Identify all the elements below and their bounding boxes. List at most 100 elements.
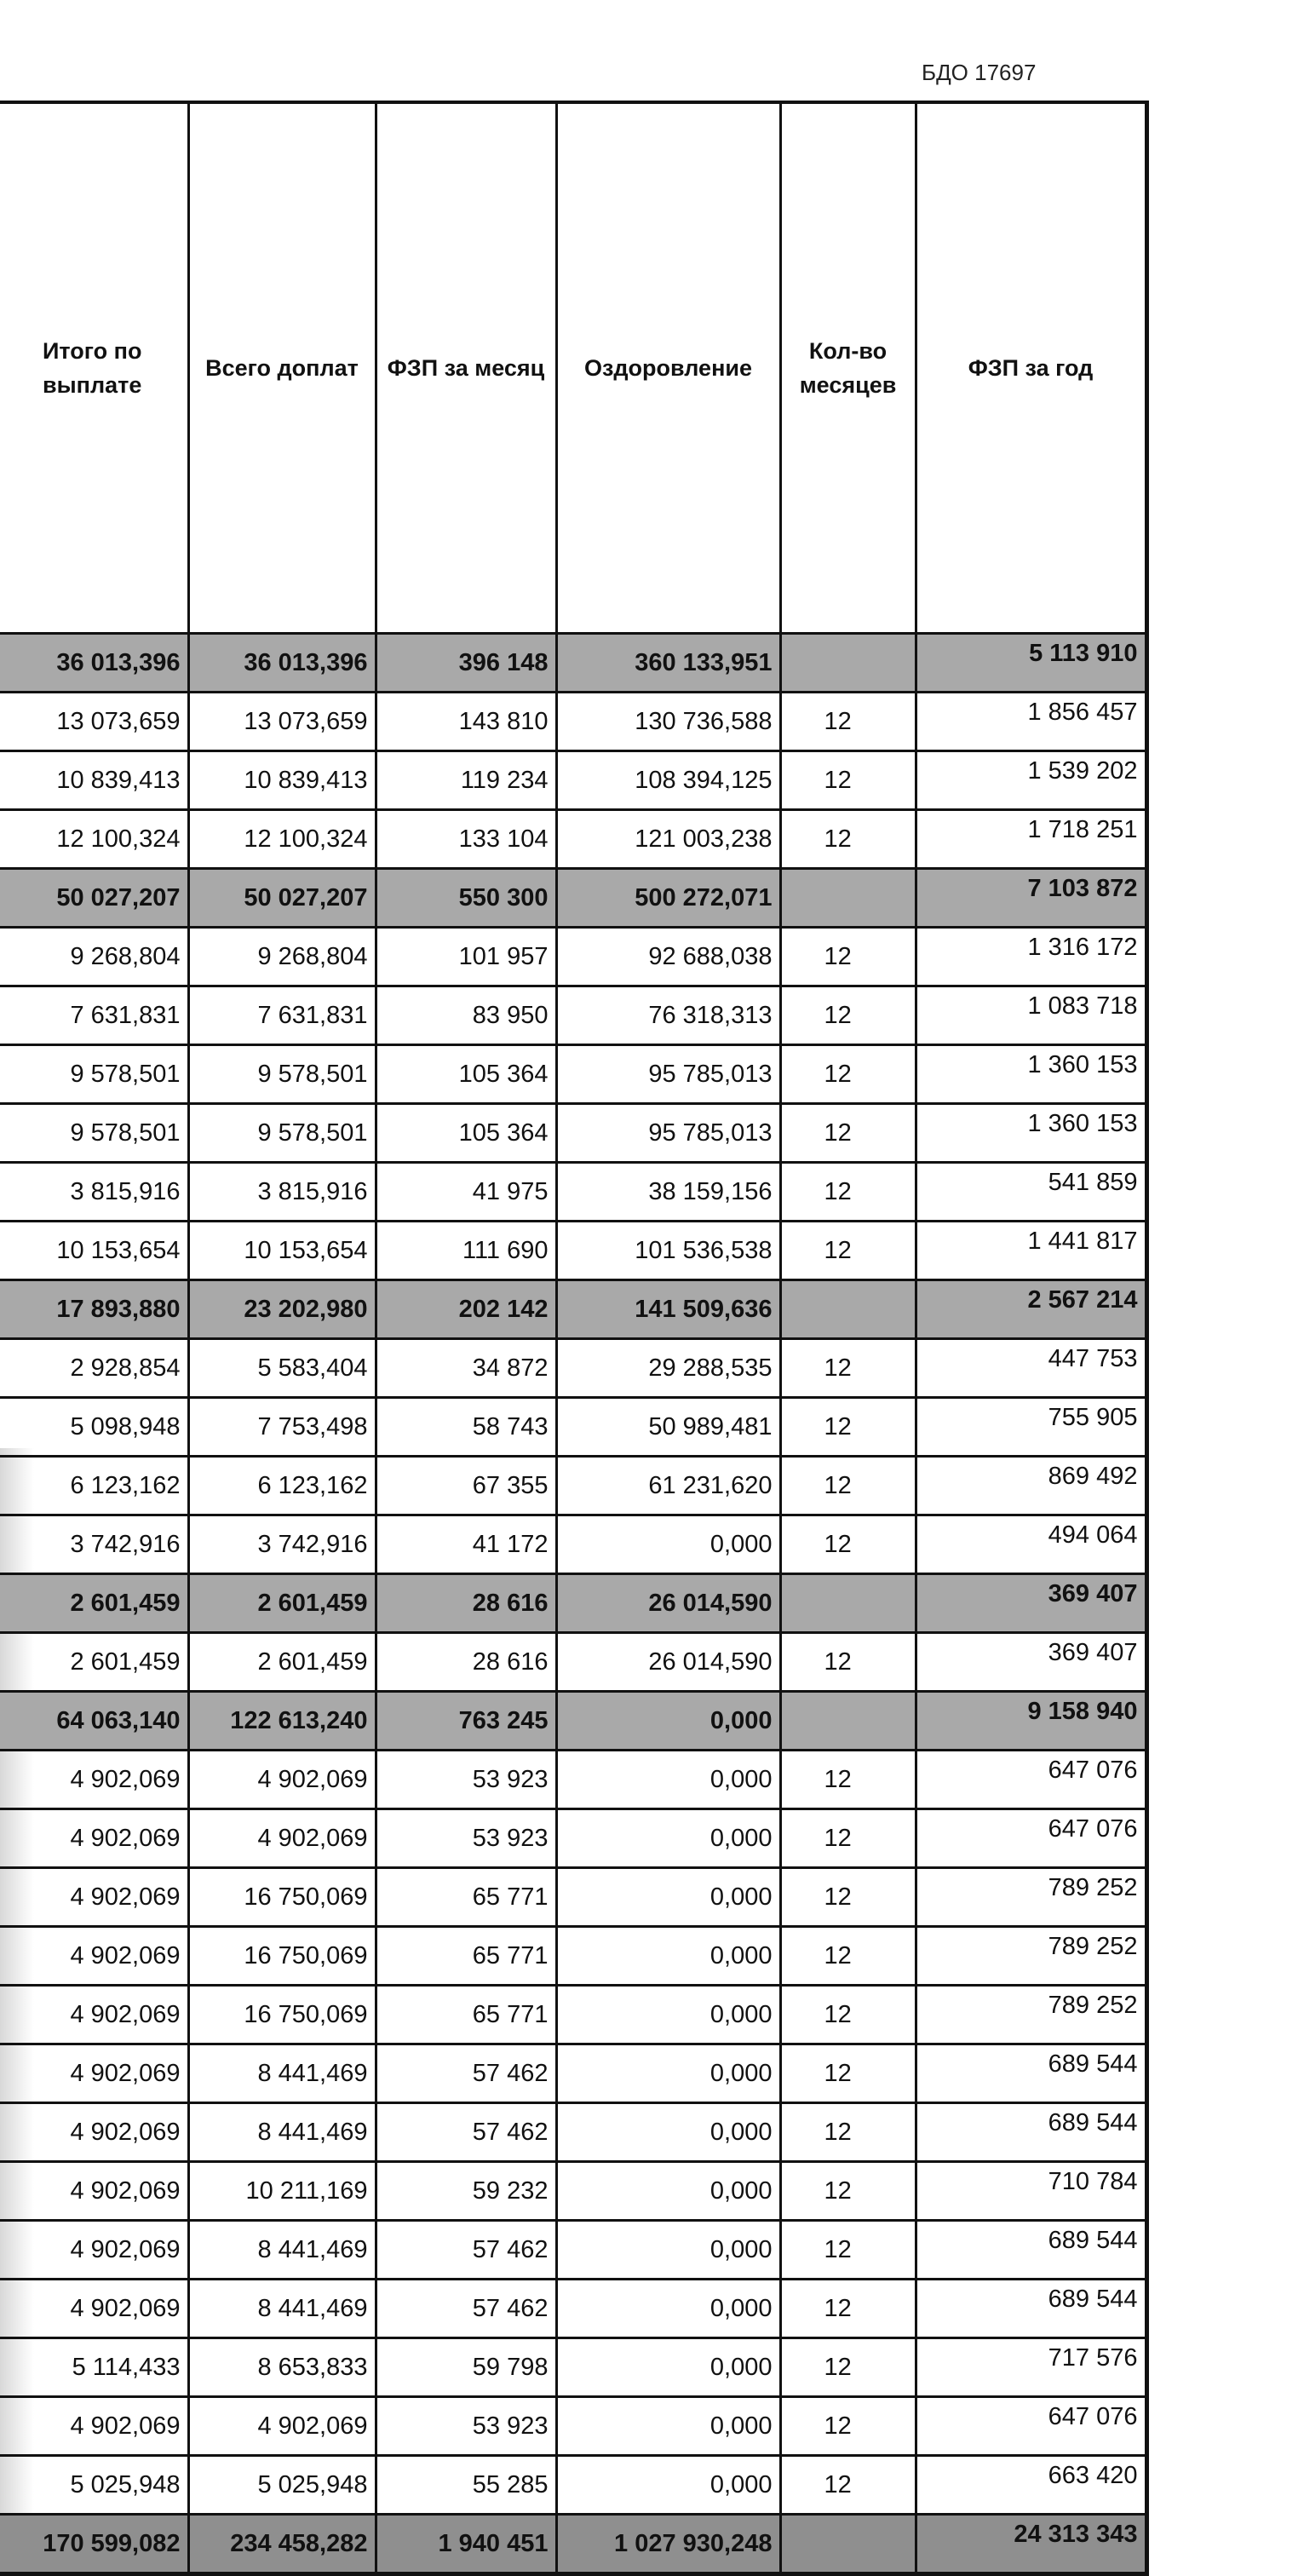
- header-total-payout: Итого по выплате: [0, 101, 190, 635]
- cell-annual-payroll: 647 076: [914, 2395, 1148, 2457]
- cell-monthly-payroll: 105 364: [374, 1102, 558, 1164]
- cell-annual-payroll: 9 158 940: [914, 1690, 1148, 1751]
- cell-total-surcharges: 23 202,980: [187, 1279, 377, 1340]
- cell-annual-payroll: 647 076: [914, 1808, 1148, 1869]
- cell-months-count: 12: [778, 750, 917, 811]
- cell-total-payout: 9 578,501: [0, 1102, 190, 1164]
- cell-annual-payroll: 1 360 153: [914, 1044, 1148, 1105]
- cell-monthly-payroll: 55 285: [374, 2454, 558, 2516]
- cell-total-payout: 2 928,854: [0, 1337, 190, 1399]
- cell-annual-payroll: 663 420: [914, 2454, 1148, 2516]
- cell-months-count: 12: [778, 1161, 917, 1222]
- cell-health-allowance: 0,000: [554, 2454, 782, 2516]
- table-row: 2 601,459 2 601,459 28 616 26 014,590 12 369 …: [0, 1631, 1148, 1693]
- header-health-allowance: Оздоровление: [554, 101, 782, 635]
- cell-total-payout: 13 073,659: [0, 691, 190, 752]
- cell-months-count: 12: [778, 2278, 917, 2339]
- table-row: 4 902,069 8 441,469 57 462 0,000 12 689 544: [0, 2278, 1148, 2339]
- cell-annual-payroll: 789 252: [914, 1984, 1148, 2045]
- cell-monthly-payroll: 143 810: [374, 691, 558, 752]
- cell-total-payout: 5 114,433: [0, 2337, 190, 2398]
- cell-total-surcharges: 3 815,916: [187, 1161, 377, 1222]
- cell-health-allowance: 29 288,535: [554, 1337, 782, 1399]
- cell-health-allowance: 0,000: [554, 1866, 782, 1928]
- table-row: 5 025,948 5 025,948 55 285 0,000 12 663 420: [0, 2454, 1148, 2516]
- cell-monthly-payroll: 105 364: [374, 1044, 558, 1105]
- cell-months-count: 12: [778, 808, 917, 870]
- cell-annual-payroll: 647 076: [914, 1749, 1148, 1810]
- cell-total-payout: 4 902,069: [0, 2043, 190, 2104]
- cell-monthly-payroll: 28 616: [374, 1631, 558, 1693]
- cell-total-payout: 4 902,069: [0, 1984, 190, 2045]
- cell-total-surcharges: 2 601,459: [187, 1631, 377, 1693]
- cell-total-payout: 6 123,162: [0, 1455, 190, 1516]
- cell-monthly-payroll: 101 957: [374, 926, 558, 987]
- cell-months-count: 12: [778, 2337, 917, 2398]
- cell-annual-payroll: 1 539 202: [914, 750, 1148, 811]
- cell-total-surcharges: 7 753,498: [187, 1396, 377, 1458]
- cell-health-allowance: 0,000: [554, 1925, 782, 1987]
- cell-monthly-payroll: 28 616: [374, 1573, 558, 1634]
- table-row: 4 902,069 8 441,469 57 462 0,000 12 689 544: [0, 2043, 1148, 2104]
- cell-total-payout: 5 025,948: [0, 2454, 190, 2516]
- table-row: 4 902,069 8 441,469 57 462 0,000 12 689 544: [0, 2219, 1148, 2280]
- cell-annual-payroll: 789 252: [914, 1925, 1148, 1987]
- table-row: 4 902,069 16 750,069 65 771 0,000 12 789 252: [0, 1866, 1148, 1928]
- cell-health-allowance: 0,000: [554, 1984, 782, 2045]
- cell-annual-payroll: 710 784: [914, 2160, 1148, 2222]
- header-annual-payroll: ФЗП за год: [914, 101, 1148, 635]
- cell-health-allowance: 108 394,125: [554, 750, 782, 811]
- cell-monthly-payroll: 34 872: [374, 1337, 558, 1399]
- cell-total-surcharges: 3 742,916: [187, 1514, 377, 1575]
- cell-annual-payroll: 7 103 872: [914, 867, 1148, 929]
- cell-months-count: 12: [778, 1925, 917, 1987]
- cell-total-payout: 10 153,654: [0, 1220, 190, 1281]
- cell-health-allowance: 95 785,013: [554, 1102, 782, 1164]
- cell-monthly-payroll: 119 234: [374, 750, 558, 811]
- cell-health-allowance: 101 536,538: [554, 1220, 782, 1281]
- cell-annual-payroll: 1 718 251: [914, 808, 1148, 870]
- cell-total-payout: 17 893,880: [0, 1279, 190, 1340]
- cell-monthly-payroll: 59 798: [374, 2337, 558, 2398]
- cell-health-allowance: 0,000: [554, 2395, 782, 2457]
- cell-total-surcharges: 13 073,659: [187, 691, 377, 752]
- cell-health-allowance: 0,000: [554, 1690, 782, 1751]
- table-row: 13 073,659 13 073,659 143 810 130 736,588 12…: [0, 691, 1148, 752]
- cell-total-payout: 36 013,396: [0, 632, 190, 693]
- cell-monthly-payroll: 53 923: [374, 1749, 558, 1810]
- table-row: 9 268,804 9 268,804 101 957 92 688,038 12 1 3…: [0, 926, 1148, 987]
- cell-monthly-payroll: 57 462: [374, 2219, 558, 2280]
- cell-total-surcharges: 36 013,396: [187, 632, 377, 693]
- cell-annual-payroll: 447 753: [914, 1337, 1148, 1399]
- cell-total-surcharges: 4 902,069: [187, 1808, 377, 1869]
- cell-monthly-payroll: 57 462: [374, 2278, 558, 2339]
- cell-health-allowance: 0,000: [554, 2278, 782, 2339]
- cell-annual-payroll: 755 905: [914, 1396, 1148, 1458]
- cell-total-payout: 10 839,413: [0, 750, 190, 811]
- cell-annual-payroll: 1 856 457: [914, 691, 1148, 752]
- cell-monthly-payroll: 111 690: [374, 1220, 558, 1281]
- header-months-count: Кол-во месяцев: [778, 101, 917, 635]
- cell-annual-payroll: 5 113 910: [914, 632, 1148, 693]
- cell-total-surcharges: 9 268,804: [187, 926, 377, 987]
- cell-total-surcharges: 8 441,469: [187, 2043, 377, 2104]
- cell-monthly-payroll: 41 975: [374, 1161, 558, 1222]
- cell-monthly-payroll: 763 245: [374, 1690, 558, 1751]
- cell-total-surcharges: 6 123,162: [187, 1455, 377, 1516]
- group-subtotal-row: 36 013,396 36 013,396 396 148 360 133,951 5 …: [0, 632, 1148, 693]
- cell-monthly-payroll: 67 355: [374, 1455, 558, 1516]
- cell-months-count: 12: [778, 1631, 917, 1693]
- cell-health-allowance: 0,000: [554, 2160, 782, 2222]
- cell-total-payout: 4 902,069: [0, 1808, 190, 1869]
- cell-annual-payroll: 541 859: [914, 1161, 1148, 1222]
- cell-months-count: 12: [778, 1396, 917, 1458]
- cell-total-surcharges: 12 100,324: [187, 808, 377, 870]
- cell-monthly-payroll: 550 300: [374, 867, 558, 929]
- cell-health-allowance: 500 272,071: [554, 867, 782, 929]
- table-row: 4 902,069 4 902,069 53 923 0,000 12 647 076: [0, 2395, 1148, 2457]
- cell-annual-payroll: 717 576: [914, 2337, 1148, 2398]
- cell-annual-payroll: 369 407: [914, 1573, 1148, 1634]
- payroll-table: Итого по выплате Всего доплат ФЗП за мес…: [0, 101, 1149, 2576]
- cell-months-count: 12: [778, 1102, 917, 1164]
- cell-total-surcharges: 5 025,948: [187, 2454, 377, 2516]
